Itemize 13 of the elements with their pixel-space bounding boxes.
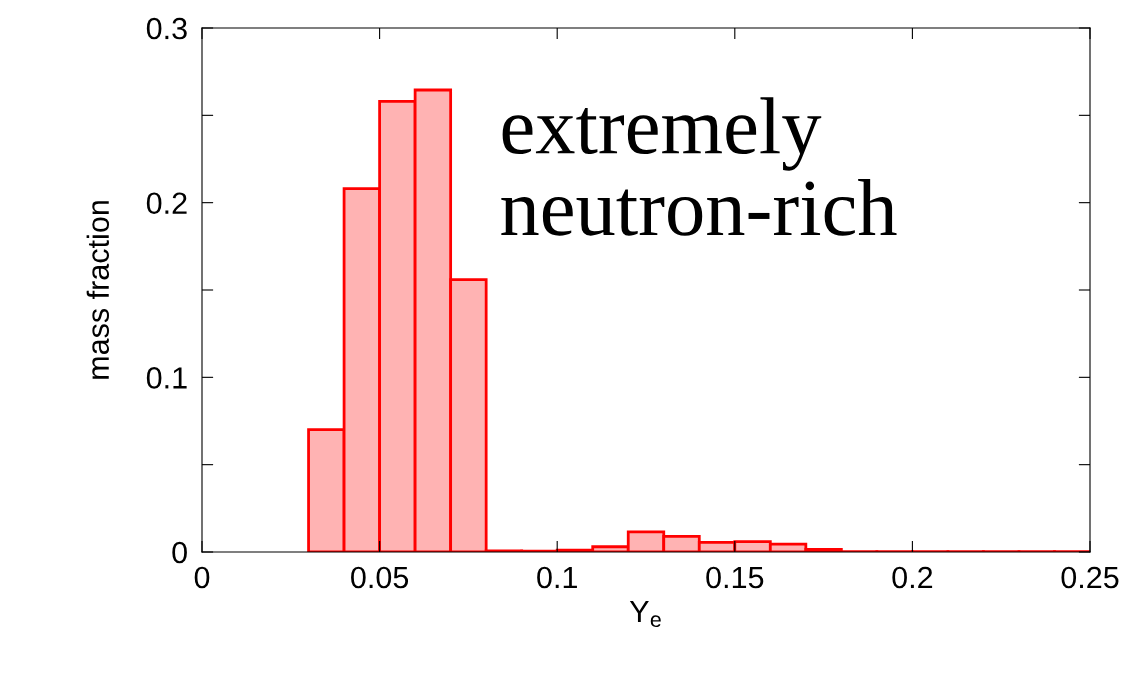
x-axis-title: Y$_{e}$	[629, 600, 661, 628]
x-tick-label: 0.25	[1061, 566, 1119, 589]
x-tick-label: 0.2	[892, 566, 933, 589]
y-tick-label: 0.2	[146, 192, 187, 215]
y-tick-label: 0.3	[146, 17, 187, 40]
x-tick-label: 0.1	[537, 566, 577, 589]
x-tick-label: 0.05	[351, 566, 409, 589]
y-axis-title: mass fraction	[86, 201, 110, 379]
annotation: extremely neutron-rich	[501, 97, 897, 236]
x-tick-label: 0	[194, 566, 210, 589]
x-tick-label: 0.15	[706, 566, 764, 589]
y-tick-label: 0.1	[146, 367, 187, 389]
y-tick-label: 0	[172, 541, 187, 564]
